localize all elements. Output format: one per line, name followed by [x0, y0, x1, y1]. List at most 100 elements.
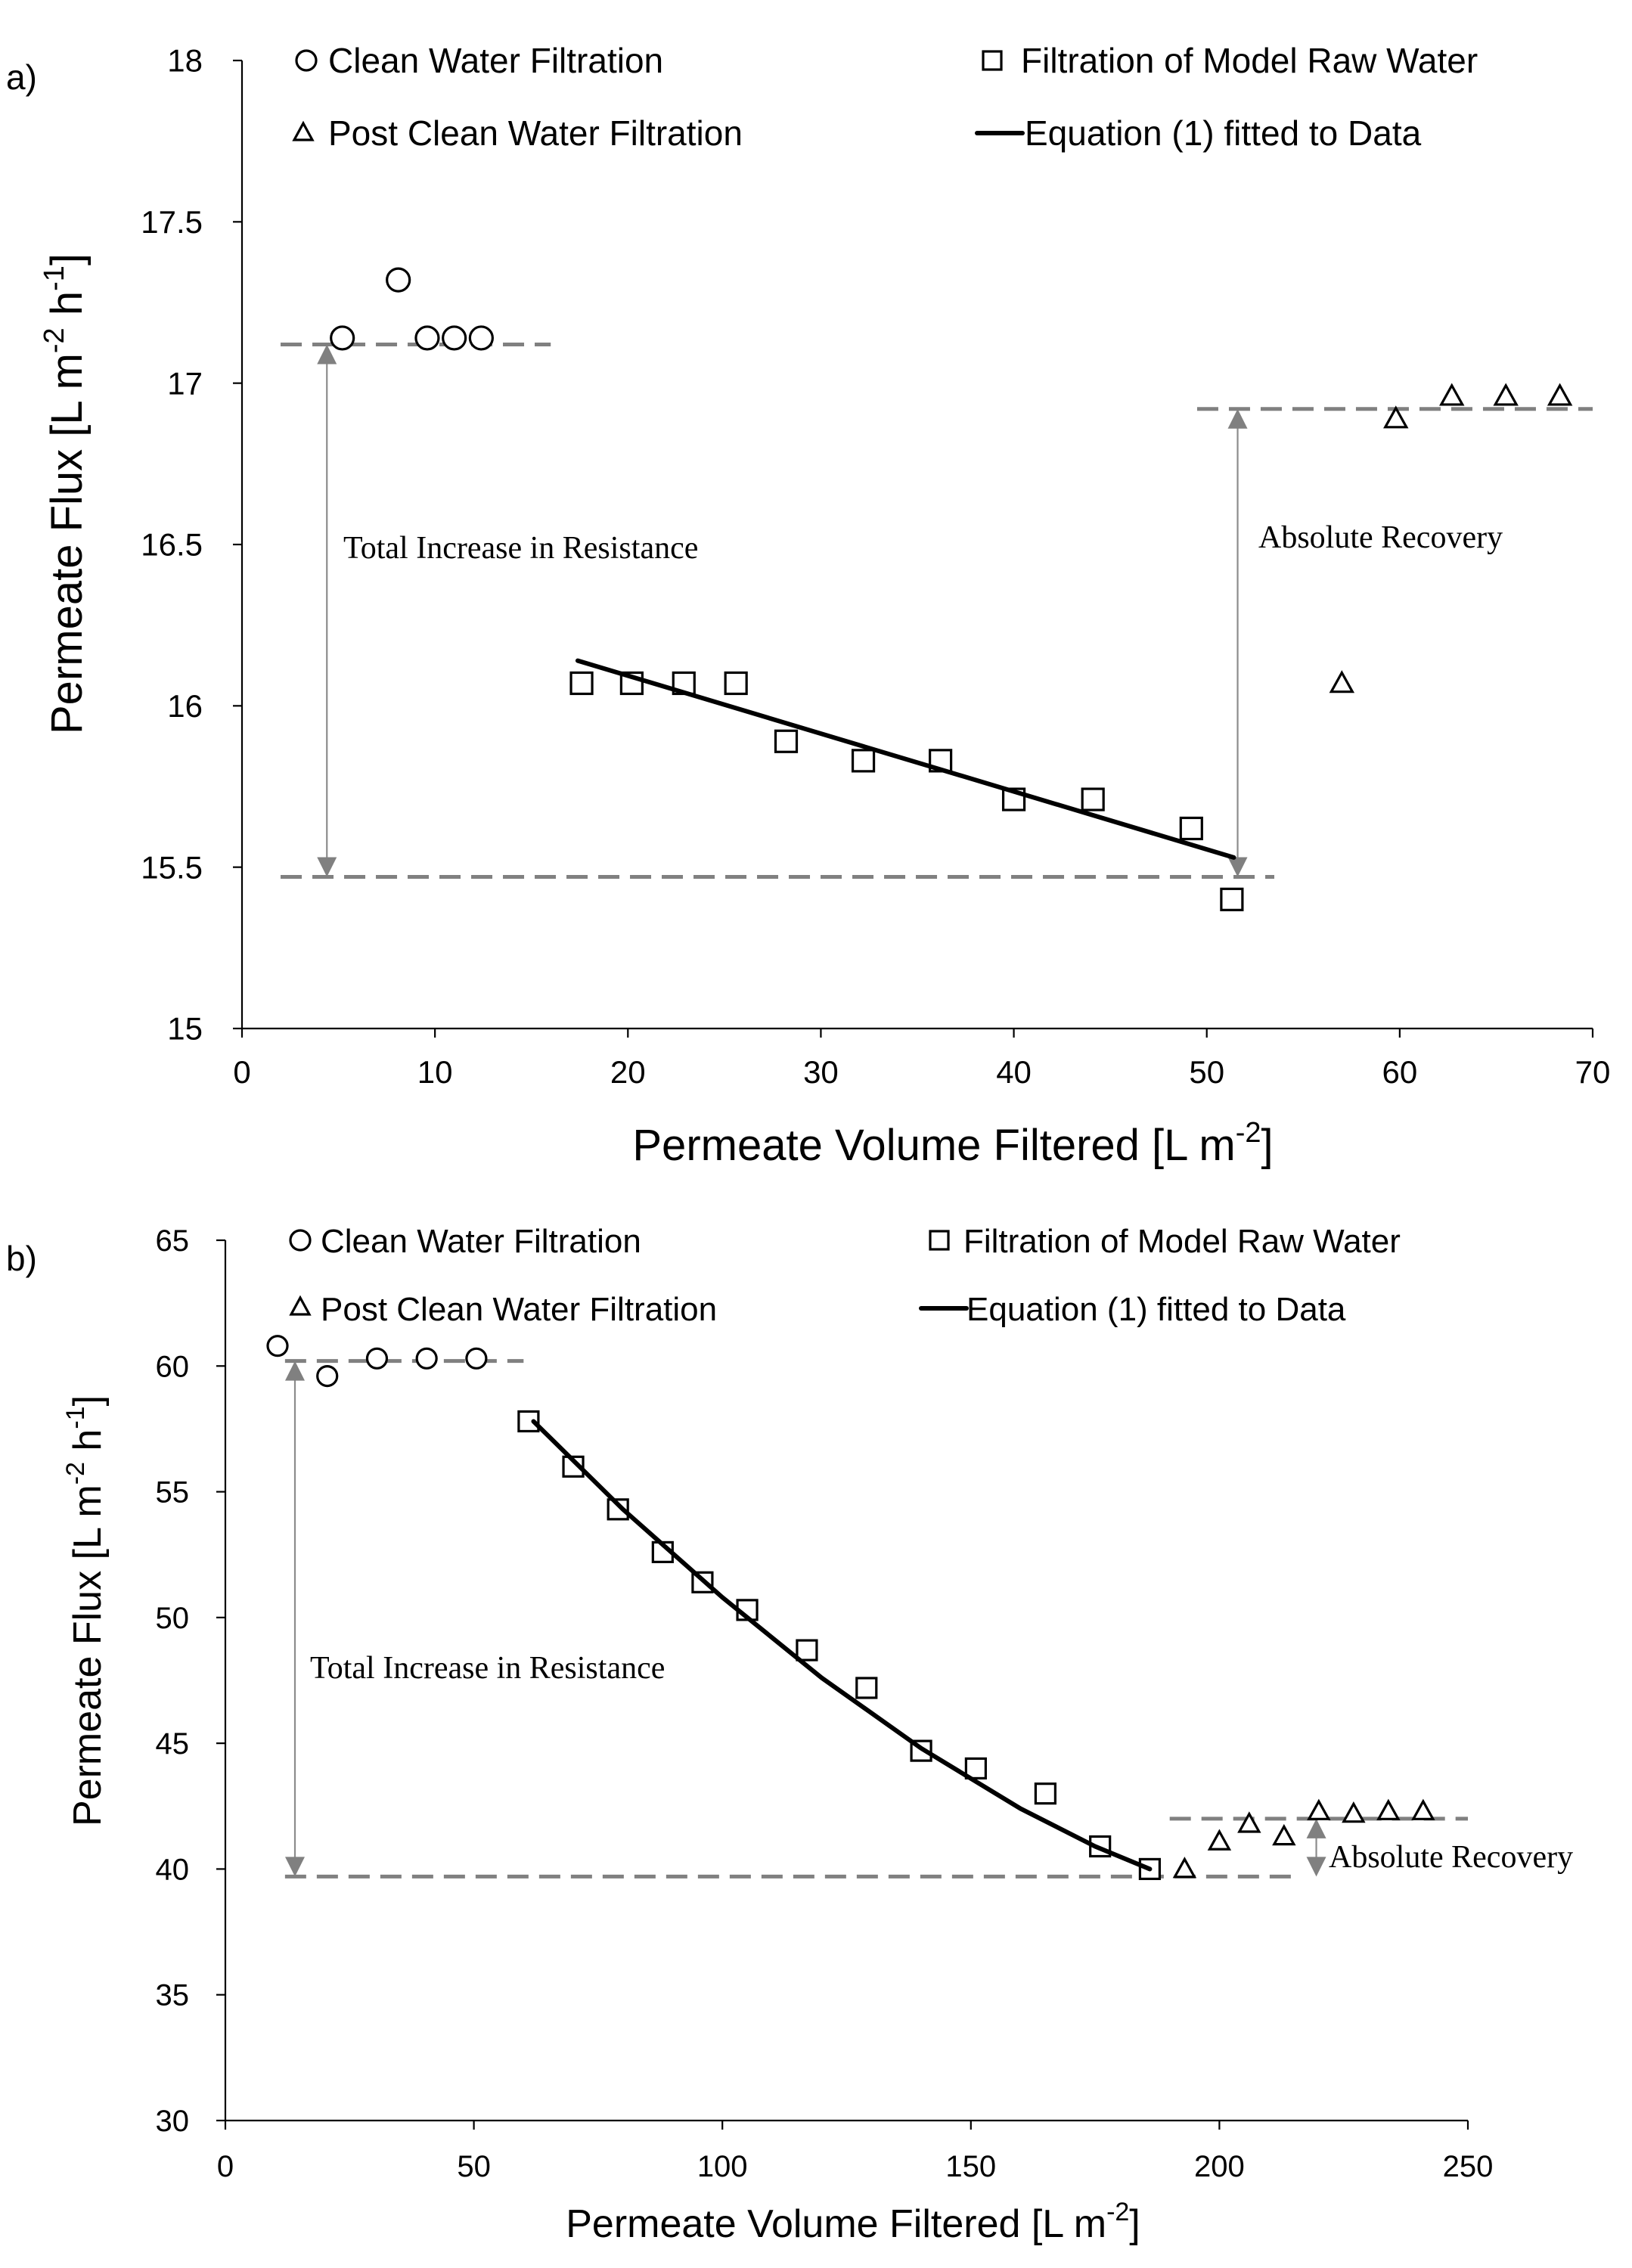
data-point-circle — [316, 1364, 339, 1388]
y-tick-label: 60 — [156, 1350, 190, 1383]
arrowhead-down — [1306, 1857, 1326, 1877]
data-point-triangle — [1342, 1801, 1366, 1823]
dimension-arrows — [317, 344, 1248, 877]
axes: 15 15.5 16 16.5 17 17.5 18 0 10 20 30 40 50 60 70 — [141, 43, 1610, 1090]
panel-a: a) 15 15.5 16 16.5 17 17.5 18 0 10 20 30 40 50 60 70 T… — [6, 41, 1610, 1170]
legend-circle-marker — [295, 49, 318, 72]
data-point-square — [569, 671, 594, 696]
panel-label: a) — [6, 57, 37, 97]
dimension-arrows — [285, 1360, 1326, 1877]
data-point-circle — [330, 325, 355, 351]
arrowhead-down — [1227, 857, 1248, 877]
data-point-square — [724, 671, 748, 696]
y-tick-label: 16.5 — [141, 527, 203, 563]
dimension-label-absolute-recovery: Absolute Recovery — [1329, 1840, 1573, 1875]
data-point-triangle — [1329, 670, 1355, 693]
data-point-triangle — [1376, 1798, 1401, 1820]
panel-b: b) 30 35 40 45 50 55 60 65 0 50 100 150 200 250 Total… — [6, 1223, 1573, 2246]
x-tick-label: 40 — [996, 1054, 1032, 1090]
data-point-circle — [266, 1335, 289, 1357]
legend-label: Equation (1) fitted to Data — [966, 1291, 1346, 1328]
y-axis-title: Permeate Flux [L m-2 h-1] — [39, 253, 92, 734]
legend-square-marker — [929, 1230, 950, 1251]
reference-lines — [284, 1359, 1468, 1879]
x-axis-title: Permeate Volume Filtered [L m-2] — [566, 2198, 1140, 2246]
x-tick-label: 50 — [457, 2150, 491, 2183]
y-tick-label: 50 — [156, 1602, 190, 1635]
dimension-label-total-increase: Total Increase in Resistance — [310, 1651, 665, 1686]
x-tick-label: 0 — [217, 2150, 234, 2183]
data-point-triangle — [1493, 383, 1519, 406]
y-tick-label: 30 — [156, 2105, 190, 2138]
y-tick-label: 65 — [156, 1224, 190, 1258]
legend: Clean Water Filtration Filtration of Mod… — [292, 41, 1478, 153]
y-tick-label: 15.5 — [141, 849, 203, 885]
data-point-square — [1220, 887, 1244, 911]
data-point-square — [796, 1639, 818, 1661]
legend-triangle-marker — [289, 1295, 312, 1316]
data-point-circle — [465, 1347, 488, 1370]
data-point-triangle — [1237, 1811, 1261, 1833]
data-point-circle — [365, 1347, 389, 1370]
arrowhead-down — [285, 1857, 306, 1877]
legend-label: Post Clean Water Filtration — [321, 1291, 717, 1328]
data-point-square — [774, 729, 799, 753]
x-tick-label: 60 — [1382, 1054, 1417, 1090]
data-point-square — [851, 749, 876, 773]
x-tick-label: 70 — [1575, 1054, 1611, 1090]
data-point-triangle — [1172, 1857, 1197, 1879]
x-tick-label: 10 — [417, 1054, 453, 1090]
legend-label: Clean Water Filtration — [328, 41, 663, 80]
y-tick-label: 15 — [167, 1011, 203, 1047]
legend-label: Filtration of Model Raw Water — [963, 1223, 1401, 1260]
data-point-triangle — [1272, 1823, 1296, 1846]
y-tick-label: 35 — [156, 1979, 190, 2012]
y-tick-label: 40 — [156, 1853, 190, 1886]
y-tick-label: 18 — [167, 43, 203, 79]
legend-label: Filtration of Model Raw Water — [1021, 41, 1478, 80]
data-point-triangle — [1411, 1798, 1435, 1820]
legend: Clean Water Filtration Filtration of Mod… — [289, 1223, 1401, 1328]
data-point-square — [855, 1677, 878, 1699]
x-tick-label: 200 — [1194, 2150, 1245, 2183]
arrowhead-up — [285, 1360, 306, 1381]
x-tick-label: 30 — [803, 1054, 839, 1090]
legend-label: Equation (1) fitted to Data — [1025, 113, 1422, 153]
data-point-circle — [442, 325, 467, 351]
x-axis-title: Permeate Volume Filtered [L m-2] — [632, 1117, 1273, 1170]
y-tick-label: 17.5 — [141, 204, 203, 240]
x-tick-label: 0 — [233, 1054, 250, 1090]
fitted-curve — [531, 1419, 1153, 1872]
x-tick-label: 20 — [610, 1054, 646, 1090]
data-point-triangle — [1439, 383, 1465, 406]
panel-label: b) — [6, 1239, 37, 1278]
legend-triangle-marker — [292, 120, 315, 141]
dimension-label-total-increase: Total Increase in Resistance — [343, 531, 698, 566]
fitted-curve — [575, 658, 1236, 860]
y-tick-label: 17 — [167, 365, 203, 401]
y-axis-title: Permeate Flux [L m-2 h-1] — [61, 1395, 110, 1826]
x-tick-label: 250 — [1443, 2150, 1494, 2183]
x-tick-label: 150 — [945, 2150, 996, 2183]
data-point-circle — [468, 325, 494, 351]
data-point-circle — [415, 1347, 438, 1370]
data-point-square — [1034, 1782, 1056, 1805]
arrowhead-up — [1306, 1818, 1326, 1838]
arrowhead-up — [317, 344, 337, 365]
legend-circle-marker — [289, 1229, 312, 1252]
data-point-square — [517, 1410, 540, 1433]
data-point-triangle — [1307, 1798, 1331, 1820]
data-point-square — [1179, 816, 1203, 841]
data-point-triangle — [1547, 383, 1573, 406]
y-tick-label: 16 — [167, 688, 203, 724]
y-tick-label: 55 — [156, 1476, 190, 1509]
arrowhead-up — [1227, 408, 1248, 429]
legend-label: Post Clean Water Filtration — [328, 113, 743, 153]
data-point-triangle — [1207, 1829, 1232, 1851]
data-series — [266, 1335, 1435, 1881]
data-series — [330, 267, 1573, 911]
data-point-triangle — [1383, 405, 1409, 429]
y-tick-label: 45 — [156, 1727, 190, 1761]
axes: 30 35 40 45 50 55 60 65 0 50 100 150 200 250 — [156, 1224, 1494, 2183]
